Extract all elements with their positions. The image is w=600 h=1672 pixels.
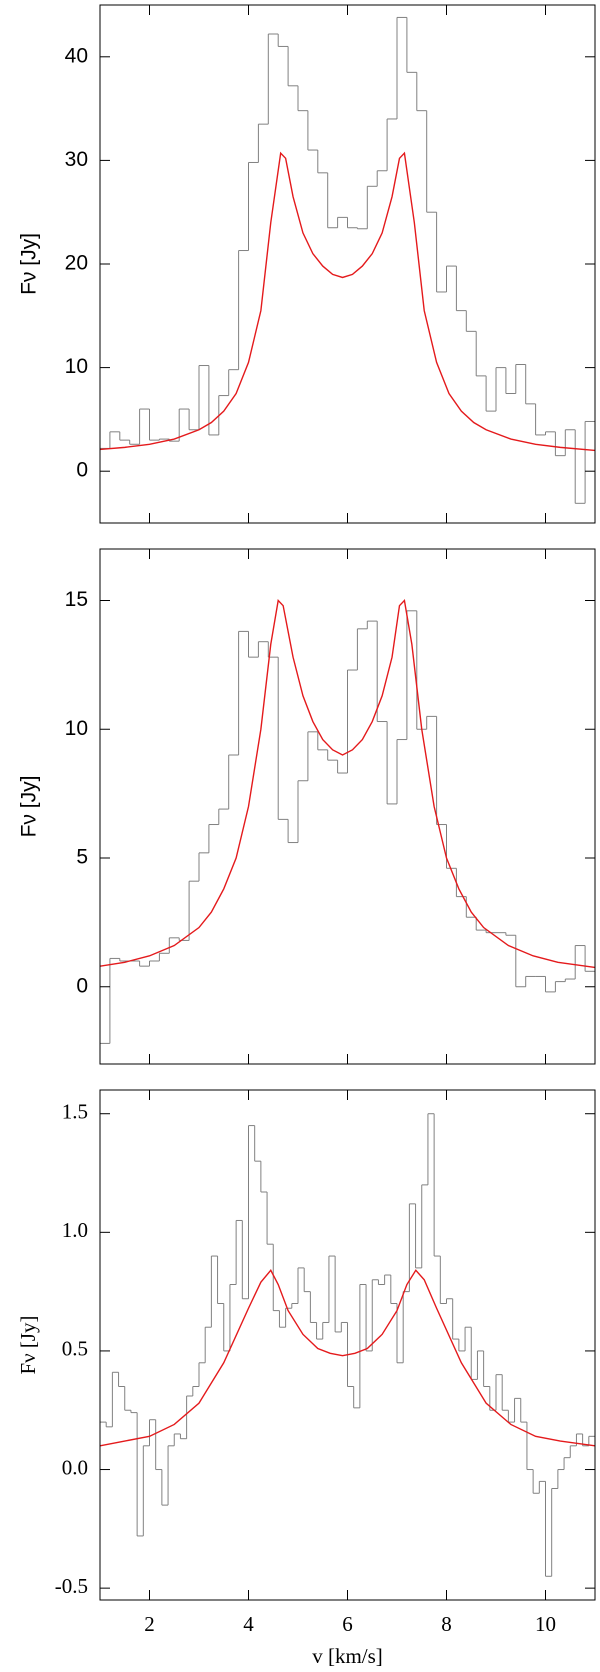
plot-area — [100, 1113, 595, 1577]
y-tick-label: 0.5 — [62, 1337, 88, 1361]
y-tick-label: 0 — [76, 459, 88, 482]
y-tick-label: 30 — [65, 148, 88, 171]
y-tick-label: 40 — [65, 44, 88, 67]
x-tick-label: 6 — [342, 1612, 353, 1636]
model-line — [100, 1269, 595, 1447]
y-tick-label: 10 — [65, 355, 88, 378]
plot-area — [100, 16, 595, 504]
y-tick-label: 0.0 — [62, 1455, 88, 1479]
x-axis-label: v [km/s] — [312, 1644, 383, 1668]
y-axis-label: Fν [Jy] — [18, 776, 41, 838]
y-tick-label: 0 — [76, 974, 88, 997]
y-axis-label: Fν [Jy] — [18, 233, 41, 295]
y-tick-label: 5 — [76, 846, 88, 869]
y-tick-label: 20 — [65, 252, 88, 275]
y-tick-label: 1.5 — [62, 1100, 88, 1124]
y-tick-label: 15 — [65, 588, 88, 611]
y-tick-label: 1.0 — [62, 1218, 88, 1242]
model-line — [100, 151, 595, 452]
y-tick-label: -0.5 — [55, 1574, 88, 1598]
x-tick-label: 4 — [243, 1612, 254, 1636]
x-tick-label: 8 — [441, 1612, 452, 1636]
x-tick-label: 10 — [535, 1612, 556, 1636]
y-axis-label: Fν [Jy] — [16, 1315, 40, 1374]
x-tick-label: 2 — [144, 1612, 155, 1636]
plot-area — [100, 599, 595, 1044]
model-line — [100, 599, 595, 969]
plot-frame — [99, 4, 596, 524]
y-tick-label: 10 — [65, 717, 88, 740]
